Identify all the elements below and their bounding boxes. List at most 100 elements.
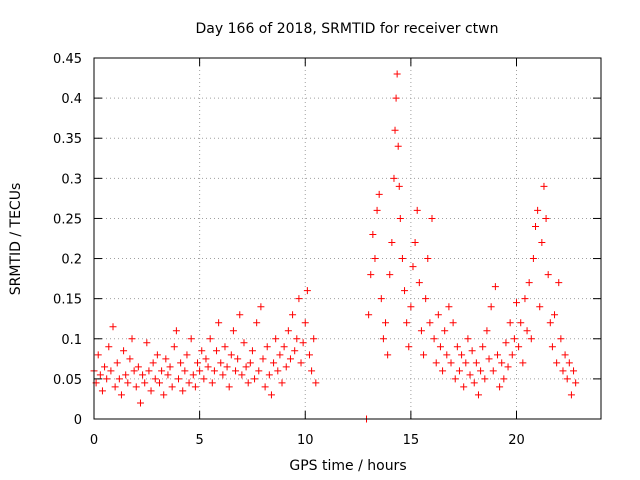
data-point (177, 359, 185, 367)
data-point (432, 359, 440, 367)
data-point (517, 319, 525, 327)
data-point (567, 391, 575, 399)
data-point (474, 391, 482, 399)
data-point (136, 399, 144, 407)
data-point (483, 327, 491, 335)
x-tick-label: 0 (90, 433, 98, 448)
data-point (295, 295, 303, 303)
data-point (158, 367, 166, 375)
data-point (453, 343, 461, 351)
data-point (384, 351, 392, 359)
data-point (293, 335, 301, 343)
data-point (284, 327, 292, 335)
data-point (422, 295, 430, 303)
data-point (130, 367, 138, 375)
data-point (223, 363, 231, 371)
data-point (172, 327, 180, 335)
data-point (458, 351, 466, 359)
data-point (468, 347, 476, 355)
data-point (96, 371, 104, 379)
data-point (392, 94, 400, 102)
data-point (443, 351, 451, 359)
data-point (181, 367, 189, 375)
data-point (219, 371, 227, 379)
data-point (470, 379, 478, 387)
data-point (206, 335, 214, 343)
data-point (251, 375, 259, 383)
data-point (101, 363, 109, 371)
data-point (413, 206, 421, 214)
x-tick-label: 10 (297, 433, 314, 448)
data-point (500, 375, 508, 383)
data-point (204, 363, 212, 371)
data-point (441, 327, 449, 335)
data-point (153, 351, 161, 359)
data-point (217, 359, 225, 367)
data-point (391, 126, 399, 134)
data-point (103, 375, 111, 383)
data-point (491, 283, 499, 291)
data-point (240, 339, 248, 347)
y-tick-label: 0.45 (53, 52, 82, 67)
data-point (194, 359, 202, 367)
data-point (134, 363, 142, 371)
data-point (151, 375, 159, 383)
data-point (160, 391, 168, 399)
data-point (242, 363, 250, 371)
data-point (401, 287, 409, 295)
y-tick-label: 0 (74, 413, 82, 428)
data-point (379, 335, 387, 343)
data-point (367, 271, 375, 279)
data-point (508, 351, 516, 359)
data-point (464, 335, 472, 343)
data-point (179, 387, 187, 395)
data-point (426, 319, 434, 327)
data-point (312, 379, 320, 387)
data-point (565, 359, 573, 367)
data-point (386, 271, 394, 279)
data-point (521, 295, 529, 303)
data-point (270, 359, 278, 367)
data-point (487, 303, 495, 311)
data-point (248, 347, 256, 355)
data-point (183, 351, 191, 359)
chart-title: Day 166 of 2018, SRMTID for receiver ctw… (196, 21, 499, 37)
data-point (527, 335, 535, 343)
data-point (434, 311, 442, 319)
data-point (496, 383, 504, 391)
data-point (403, 319, 411, 327)
data-point (227, 351, 235, 359)
data-points (90, 70, 580, 423)
y-axis-label: SRMTID / TECUs (8, 183, 24, 296)
y-tick-label: 0.4 (61, 92, 82, 107)
data-point (466, 371, 474, 379)
data-point (308, 367, 316, 375)
data-point (289, 311, 297, 319)
x-axis-label: GPS time / hours (289, 458, 406, 474)
y-tick-label: 0.15 (53, 293, 82, 308)
data-point (375, 190, 383, 198)
data-point (415, 279, 423, 287)
data-point (472, 359, 480, 367)
data-point (532, 222, 540, 230)
data-point (373, 206, 381, 214)
data-point (105, 343, 113, 351)
data-point (455, 367, 463, 375)
data-point (411, 239, 419, 247)
data-point (559, 367, 567, 375)
data-point (113, 359, 121, 367)
data-point (286, 355, 294, 363)
data-point (449, 319, 457, 327)
data-point (407, 303, 415, 311)
data-point (238, 371, 246, 379)
data-point (236, 311, 244, 319)
data-point (301, 319, 309, 327)
data-point (189, 371, 197, 379)
data-point (261, 383, 269, 391)
data-point (175, 375, 182, 383)
data-point (234, 355, 242, 363)
data-point (202, 355, 210, 363)
data-point (164, 371, 172, 379)
